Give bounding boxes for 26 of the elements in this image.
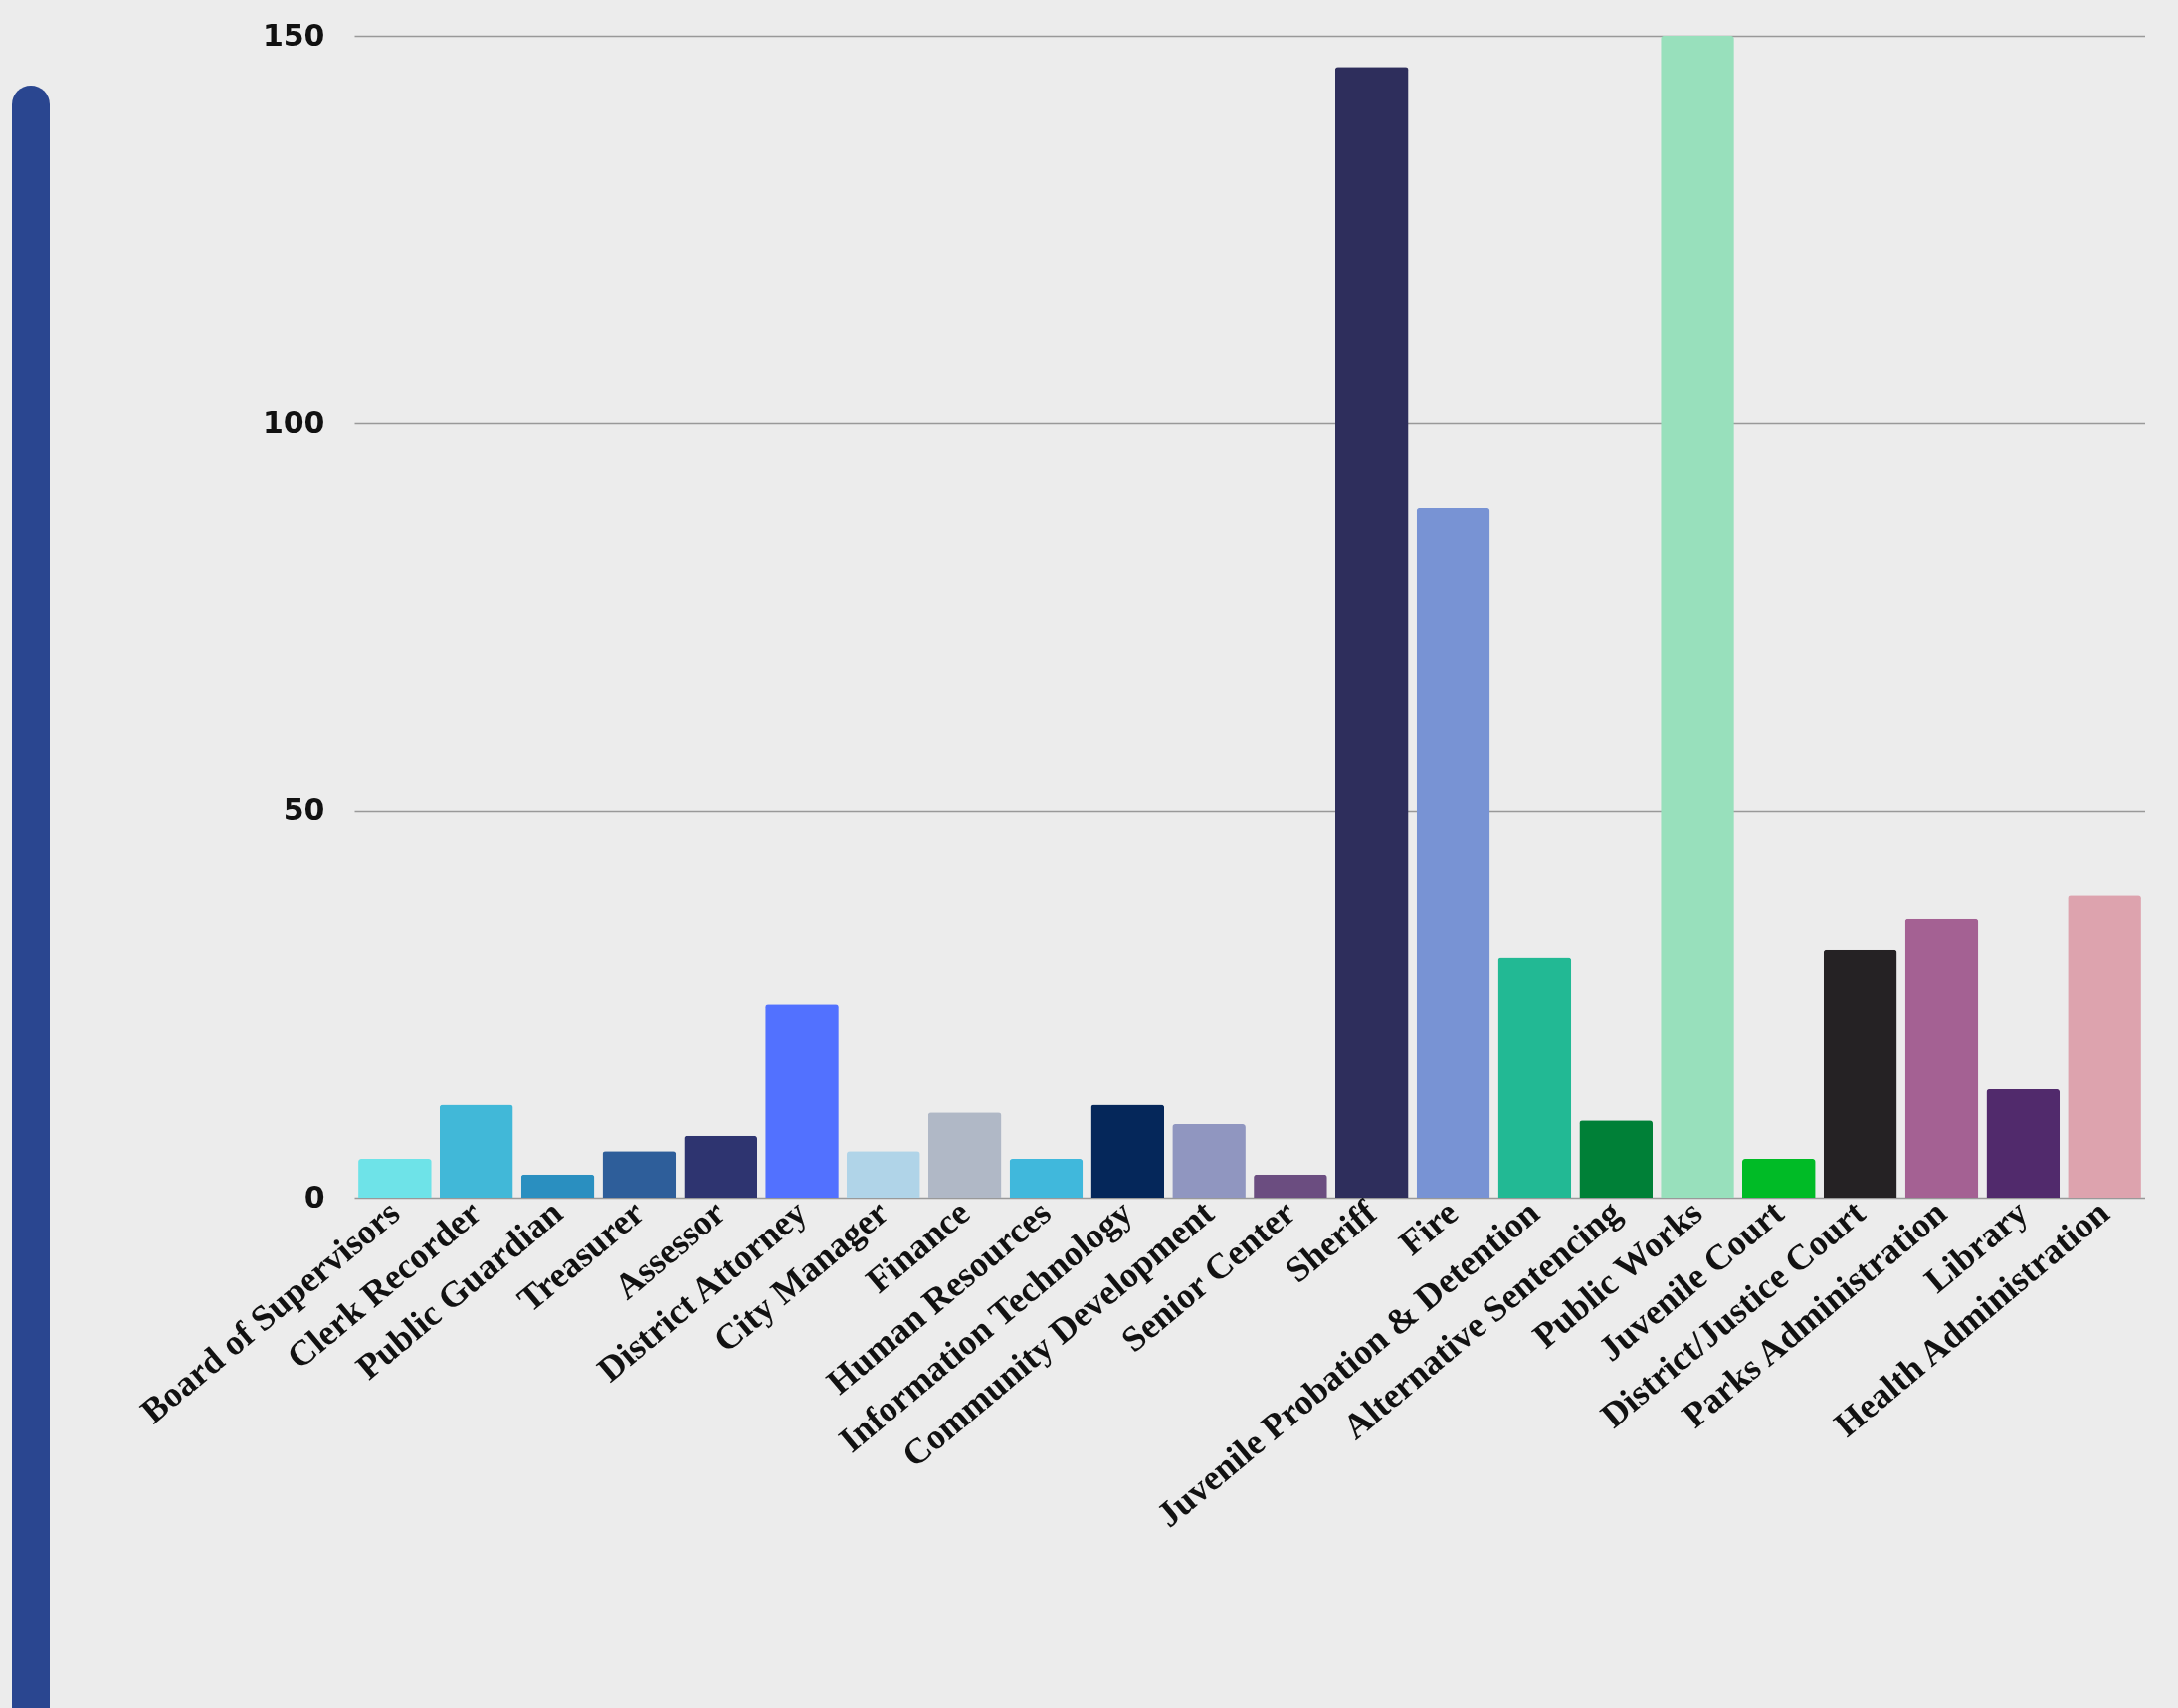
bar bbox=[847, 1151, 920, 1198]
bar bbox=[1579, 1120, 1653, 1198]
bar bbox=[1661, 36, 1734, 1198]
y-tick-label: 50 bbox=[283, 792, 325, 828]
bar bbox=[602, 1151, 677, 1198]
bar bbox=[1742, 1159, 1816, 1198]
bar bbox=[1986, 1088, 2061, 1198]
y-tick-label: 150 bbox=[262, 17, 325, 53]
bar bbox=[1497, 957, 1572, 1198]
bar bbox=[1172, 1124, 1246, 1198]
bar bbox=[520, 1174, 595, 1198]
y-tick-label: 0 bbox=[303, 1179, 325, 1215]
bar bbox=[1823, 949, 1897, 1198]
bar bbox=[358, 1159, 432, 1198]
bar bbox=[684, 1135, 757, 1198]
y-tick-label: 100 bbox=[262, 404, 325, 440]
bar bbox=[1254, 1174, 1327, 1198]
bar bbox=[439, 1104, 513, 1198]
bar bbox=[2068, 895, 2141, 1198]
bar bbox=[927, 1112, 1002, 1198]
bar bbox=[1416, 507, 1490, 1198]
bar bbox=[1904, 918, 1979, 1198]
bar bbox=[1009, 1159, 1084, 1198]
bar bbox=[765, 1004, 839, 1198]
bar bbox=[1334, 67, 1409, 1198]
bar bbox=[1090, 1104, 1165, 1198]
